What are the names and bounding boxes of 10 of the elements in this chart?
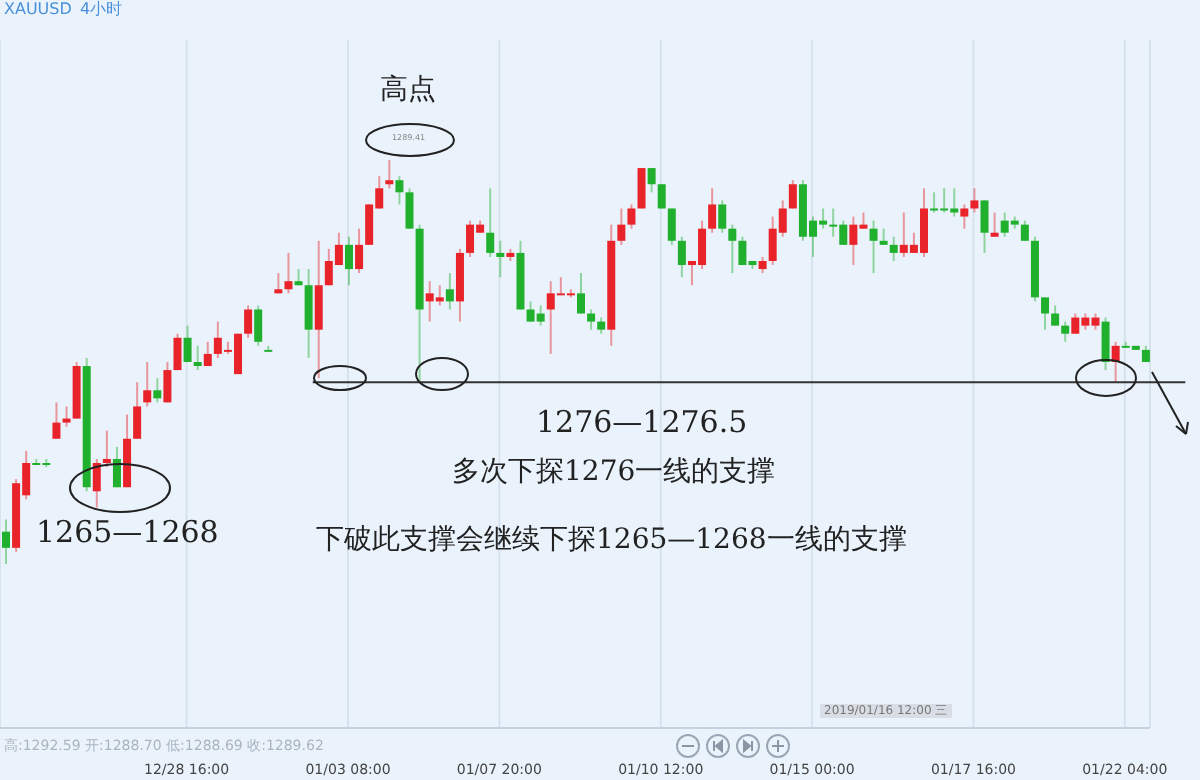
annotation: 下破此支撑会继续下探1265—1268一线的支撑 bbox=[316, 524, 907, 558]
candlestick bbox=[264, 344, 273, 352]
text: XAUUSD bbox=[4, 0, 72, 20]
annotation: 1276—1276.5 bbox=[536, 404, 748, 440]
candlestick bbox=[637, 167, 646, 210]
annotation: 1265—1268 bbox=[36, 514, 219, 550]
text: 4小时 bbox=[80, 0, 123, 20]
candlestick bbox=[657, 183, 666, 210]
annotation: 多次下探1276一线的支撑 bbox=[452, 456, 776, 490]
text: 高点 bbox=[380, 74, 436, 108]
